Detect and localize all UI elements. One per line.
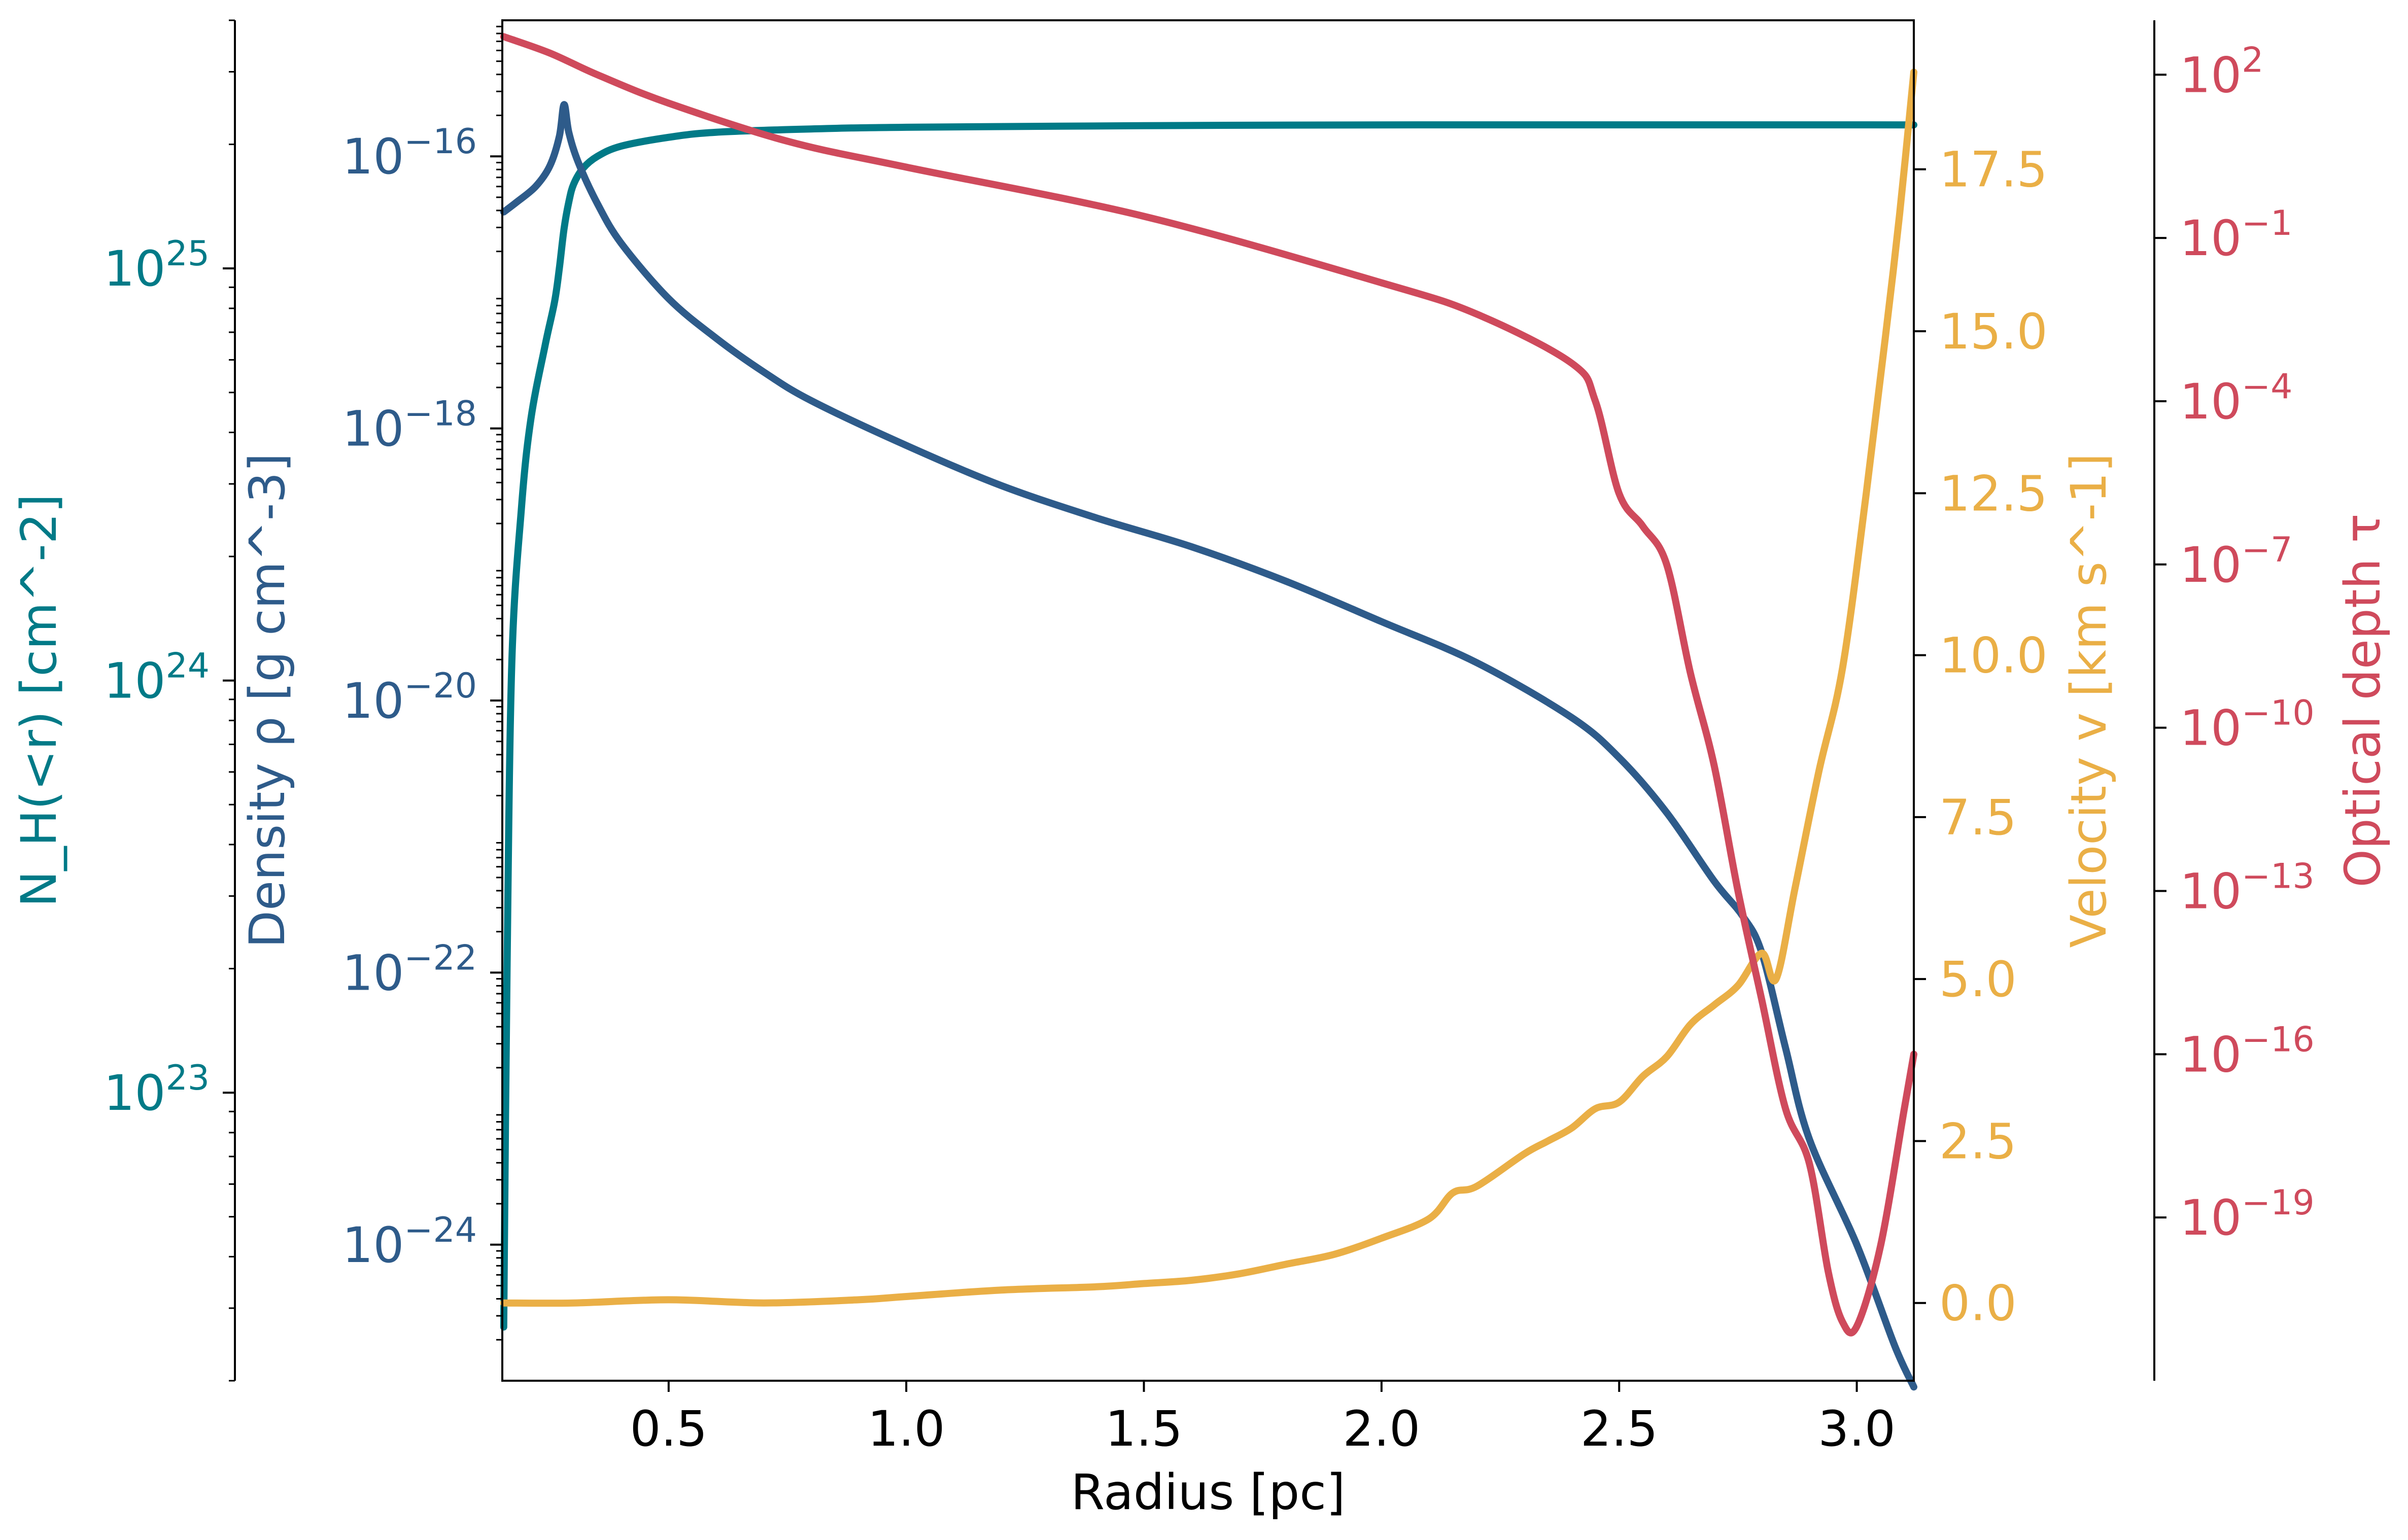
density-axis-label: Density ρ [g cm^-3]	[239, 453, 296, 948]
velocity-tick-label: 7.5	[1939, 789, 2017, 846]
density-tick-label: 10−18	[342, 394, 477, 458]
x-tick-label: 2.5	[1580, 1401, 1658, 1457]
series-line-tau	[500, 33, 1917, 1337]
density-tick-label: 10−24	[342, 1210, 477, 1274]
velocity-tick-label: 15.0	[1939, 303, 2048, 360]
tau-tick-label: 10−7	[2180, 530, 2292, 593]
nh-tick-label: 1023	[104, 1058, 210, 1122]
nh-tick-label: 1025	[104, 234, 210, 297]
x-axis-label: Radius [pc]	[1071, 1464, 1345, 1521]
labels-layer: 0.5 1.0 1.5 2.0 2.5 3.0 Radius [pc] 1023 1024 102…	[11, 40, 2391, 1521]
x-tick-label: 2.0	[1343, 1401, 1421, 1457]
plot-frame	[501, 19, 1915, 1382]
x-tick-label: 0.5	[630, 1401, 708, 1457]
velocity-tick-label: 10.0	[1939, 627, 2048, 684]
velocity-tick-label: 2.5	[1939, 1113, 2017, 1170]
velocity-tick-label: 17.5	[1939, 142, 2048, 198]
tau-tick-label: 10−19	[2180, 1183, 2315, 1246]
density-tick-label: 10−20	[342, 666, 477, 729]
x-tick-label: 1.0	[868, 1401, 945, 1457]
nh-axis-label: N_H(<r) [cm^-2]	[11, 494, 67, 907]
tau-axis-label: Optical depth τ	[2334, 513, 2391, 887]
velocity-axis-label: Velocity v [km s^-1]	[2060, 453, 2117, 948]
density-tick-label: 10−16	[342, 122, 477, 185]
series-line-velocity	[500, 68, 1917, 1307]
velocity-tick-label: 0.0	[1939, 1275, 2017, 1332]
tau-tick-label: 102	[2180, 40, 2263, 103]
tau-tick-label: 10−1	[2180, 203, 2292, 267]
tau-tick-label: 10−4	[2180, 367, 2292, 430]
x-tick-label: 1.5	[1105, 1401, 1183, 1457]
axes-layer	[223, 19, 2166, 1392]
nh-tick-label: 1024	[104, 646, 210, 710]
series-layer	[500, 33, 1917, 1391]
x-tick-label: 3.0	[1818, 1401, 1896, 1457]
tau-tick-label: 10−13	[2180, 856, 2315, 920]
tau-tick-label: 10−10	[2180, 693, 2315, 757]
series-line-nh	[500, 121, 1917, 1331]
tau-tick-label: 10−16	[2180, 1020, 2315, 1083]
density-tick-label: 10−22	[342, 938, 477, 1001]
series-line-density	[500, 101, 1917, 1391]
velocity-tick-label: 12.5	[1939, 465, 2048, 522]
velocity-tick-label: 5.0	[1939, 951, 2017, 1008]
